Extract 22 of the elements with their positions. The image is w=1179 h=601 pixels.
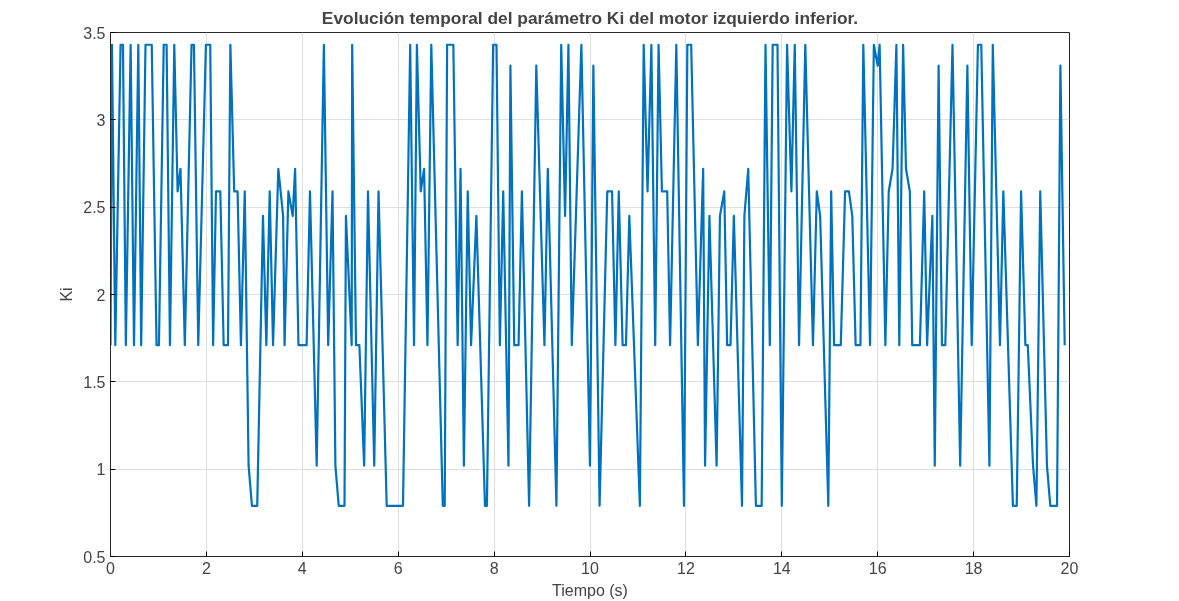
line-series bbox=[110, 43, 1066, 507]
x-tick-label: 4 bbox=[297, 559, 307, 577]
x-tick-label: 0 bbox=[106, 559, 116, 577]
x-tick-label: 20 bbox=[1060, 559, 1079, 577]
y-tick-label: 3 bbox=[96, 111, 106, 129]
x-tick-label: 16 bbox=[868, 559, 887, 577]
y-tick-label: 1.5 bbox=[83, 373, 106, 391]
x-tick-label: 12 bbox=[677, 559, 695, 577]
y-axis-title: Ki bbox=[58, 287, 76, 302]
y-tick-label: 0.5 bbox=[83, 548, 106, 566]
x-tick-label: 18 bbox=[964, 559, 983, 577]
chart-title: Evolución temporal del parámetro Ki del motor izquierdo inferior. bbox=[321, 7, 859, 28]
y-tick-label: 3.5 bbox=[83, 24, 106, 42]
y-tick-label: 2.5 bbox=[83, 199, 106, 217]
x-tick-label: 8 bbox=[489, 559, 499, 577]
x-tick-label: 2 bbox=[201, 559, 211, 577]
x-axis-title: Tiempo (s) bbox=[552, 581, 628, 599]
y-tick-label: 2 bbox=[96, 286, 106, 304]
y-tick-label: 1 bbox=[96, 461, 106, 479]
x-tick-label: 14 bbox=[772, 559, 791, 577]
x-tick-label: 10 bbox=[581, 559, 599, 577]
x-tick-label: 6 bbox=[393, 559, 403, 577]
